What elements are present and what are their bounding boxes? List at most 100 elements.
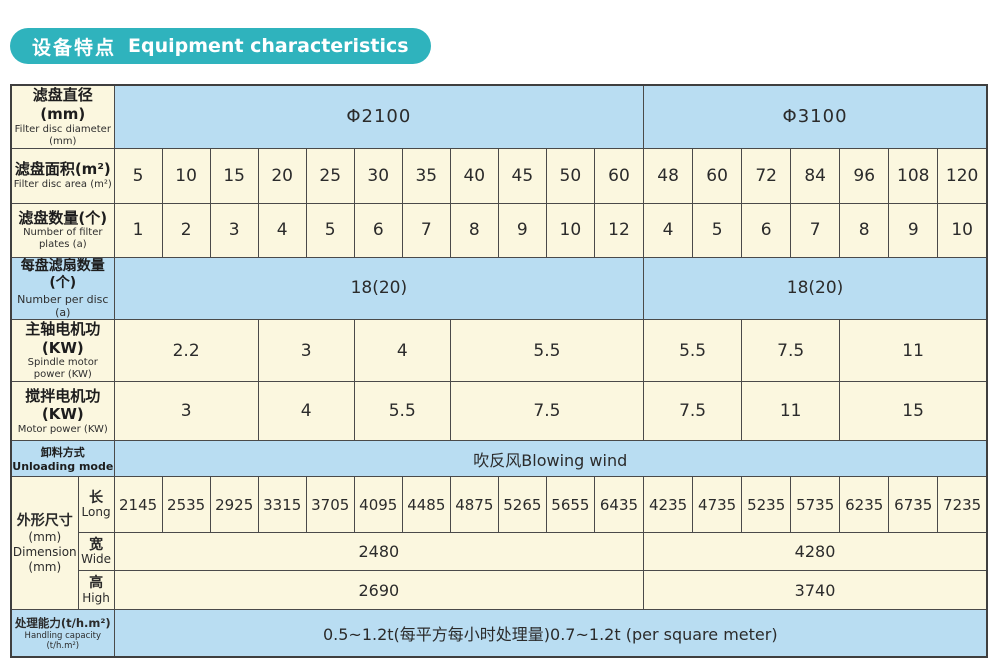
cell: 60 [692,147,743,204]
cell: 4875 [449,476,499,534]
cell: 9 [497,202,547,258]
section-title-zh: 设备特点 [32,36,117,59]
label-zh: 高 [89,575,104,592]
cell: 1 [113,202,163,258]
label-en: Dimension [12,544,77,559]
cell: 20 [257,147,307,204]
cell: 50 [545,147,595,204]
cell-diameter-left: Φ2100 [113,84,645,149]
cell: 4485 [401,476,451,534]
cell: 84 [790,147,841,204]
equipment-spec-table: 滤盘直径(mm) Filter disc diameter (mm) Φ2100… [10,84,988,659]
section-title-en: Equipment characteristics [128,35,409,57]
cell-wide-left: 2480 [113,532,645,572]
label-en: Long [81,505,111,520]
row-dimension-high: 高 High 2690 3740 [11,570,988,611]
label-en: Filter disc area (m²) [13,178,112,190]
row-label-plates: 滤盘数量(个) Number of filter plates (a) [10,202,115,258]
cell: 3315 [257,476,307,534]
cell: 7 [790,202,841,258]
cell: 10 [161,147,211,204]
row-motor-power: 搅拌电机功(KW) Motor power (KW) 3 4 5.5 7.5 7… [10,381,988,442]
cell: 5 [692,202,743,258]
cell: 6 [741,202,792,258]
cell: 6735 [888,476,939,534]
cell-wide-right: 4280 [643,532,988,572]
cell: 5.5 [643,318,743,383]
cell: 60 [593,147,645,204]
cell: 5 [113,147,163,204]
cell: 2535 [161,476,211,534]
cell: 8 [449,202,499,258]
cell-high-left: 2690 [113,570,645,611]
row-disc-area: 滤盘面积(m²) Filter disc area (m²) 5 10 15 2… [10,147,988,204]
row-label-motor: 搅拌电机功(KW) Motor power (KW) [10,381,115,442]
cell: 5735 [790,476,841,534]
cell: 9 [888,202,939,258]
cell: 30 [353,147,403,204]
cell: 5655 [545,476,595,534]
cell: 3705 [305,476,355,534]
row-sublabel-long: 长 Long [77,476,115,534]
cell: 2925 [209,476,259,534]
cell: 35 [401,147,451,204]
cell: 5.5 [449,318,645,383]
label-en: Motor power (KW) [17,424,108,436]
cell: 72 [741,147,792,204]
label-en: Spindle motor power (KW) [27,357,98,381]
cell: 120 [937,147,988,204]
cell: 10 [545,202,595,258]
cell: 2 [161,202,211,258]
row-label-unloading: 卸料方式Unloading mode [10,440,115,478]
row-label-spindle: 主轴电机功(KW) Spindle motor power (KW) [10,318,115,383]
cell: 96 [839,147,890,204]
cell: 5.5 [353,381,451,442]
row-label-area: 滤盘面积(m²) Filter disc area (m²) [10,147,115,204]
cell: 11 [839,318,988,383]
cell: 8 [839,202,890,258]
label-zh: 每盘滤扇数量(个) [20,257,105,291]
row-label-handling: 处理能力(t/h.m²) Handling capacity (t/h.m²) [10,609,115,658]
label-zh: 长 [89,489,104,506]
cell: 4 [643,202,694,258]
row-unloading-mode: 卸料方式Unloading mode 吹反风Blowing wind [10,440,988,478]
label-en: Filter disc diameter (mm) [14,123,111,147]
cell: 25 [305,147,355,204]
cell: 45 [497,147,547,204]
cell: 3 [113,381,259,442]
row-dimension-wide: 宽 Wide 2480 4280 [11,532,988,572]
label-unit: (mm) [28,529,62,544]
cell: 3 [257,318,355,383]
row-spindle-power: 主轴电机功(KW) Spindle motor power (KW) 2.2 3… [10,318,988,383]
row-label-diameter: 滤盘直径(mm) Filter disc diameter (mm) [10,84,115,149]
label-zh: 滤盘数量(个) [18,208,108,227]
cell: 2145 [113,476,163,534]
row-label-dimension: 外形尺寸 (mm) Dimension (mm) [10,476,79,611]
label-en: Handling capacity (t/h.m²) [24,631,102,652]
cell: 7.5 [643,381,743,442]
cell: 7.5 [449,381,645,442]
label-zh: 滤盘面积(m²) [14,160,111,179]
cell: 15 [209,147,259,204]
cell: 6235 [839,476,890,534]
cell-per-disc-left: 18(20) [113,256,645,320]
label-en: Number per disc (a) [17,292,109,319]
label-unit: (mm) [28,559,62,574]
label-zh: 滤盘直径(mm) [32,86,93,123]
row-dimension-long: 外形尺寸 (mm) Dimension (mm) 长 Long 2145 253… [10,476,988,611]
label-zh: 宽 [89,536,104,553]
cell: 6435 [593,476,645,534]
cell: 4095 [353,476,403,534]
label-zh: 处理能力(t/h.m²) [14,616,111,631]
cell: 11 [741,381,841,442]
cell: 4235 [643,476,694,534]
cell-unloading-value: 吹反风Blowing wind [113,440,988,478]
label-en: High [82,590,110,605]
section-title-banner: 设备特点 Equipment characteristics [10,28,431,64]
cell: 10 [937,202,988,258]
cell-diameter-right: Φ3100 [643,84,988,149]
cell: 7235 [937,476,988,534]
row-handling-capacity: 处理能力(t/h.m²) Handling capacity (t/h.m²) … [10,609,988,658]
label-zh: 主轴电机功(KW) [25,319,101,357]
cell: 15 [839,381,988,442]
